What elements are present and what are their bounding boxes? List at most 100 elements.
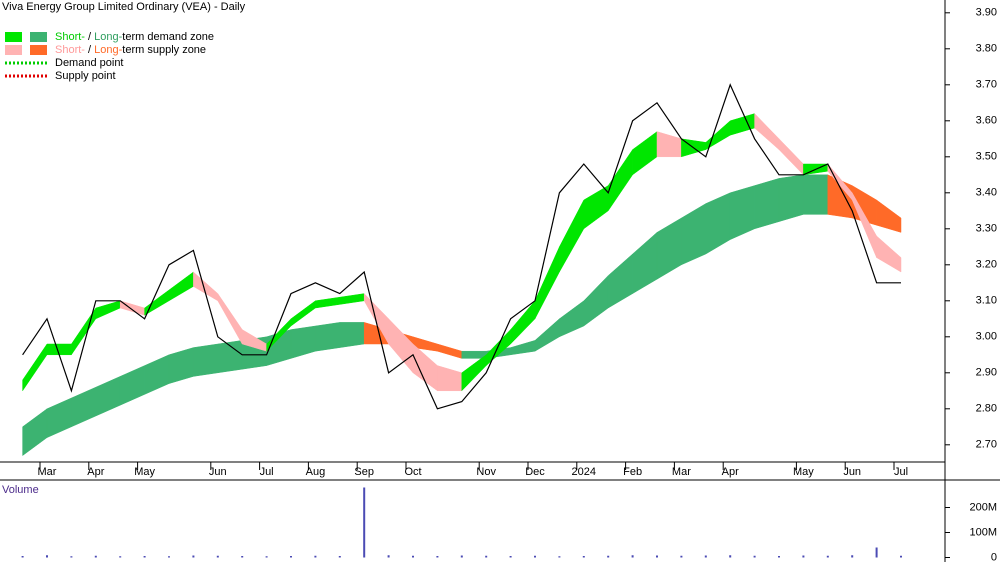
zone-band <box>193 343 219 377</box>
volume-bar <box>143 556 146 558</box>
zone-band <box>778 174 804 222</box>
y-tick-label: 3.60 <box>976 115 997 127</box>
volume-bar <box>558 556 561 558</box>
zone-band <box>315 322 341 352</box>
y-tick-label: 2.70 <box>976 439 997 451</box>
volume-bar <box>802 555 805 558</box>
y-tick-label: 2.80 <box>976 403 997 415</box>
x-tick-label: Jun <box>209 466 227 478</box>
volume-bar <box>729 555 732 558</box>
legend-text: Demand point <box>55 57 124 69</box>
volume-bar <box>119 556 122 558</box>
volume-bar <box>290 556 292 558</box>
x-tick-label: Apr <box>87 466 104 478</box>
legend-swatch <box>30 32 47 42</box>
volume-bar <box>412 555 414 558</box>
x-tick-label: Jul <box>260 466 274 478</box>
legend-text: term supply zone <box>122 44 206 56</box>
y-tick-label: 0 <box>991 551 997 562</box>
x-tick-label: 2024 <box>572 466 596 478</box>
volume-bar <box>21 556 24 558</box>
legend-text: / <box>85 31 94 43</box>
legend-entry: Short- / Long-term supply zone <box>55 44 206 56</box>
volume-bar <box>338 556 341 558</box>
volume-bar <box>851 555 854 558</box>
y-tick-label: 3.40 <box>976 187 997 199</box>
zone-band <box>803 174 829 215</box>
zone-band <box>876 235 902 273</box>
volume-bar <box>436 556 439 558</box>
volume-bar <box>70 556 73 558</box>
zone-band <box>754 178 780 230</box>
volume-bar <box>656 555 658 558</box>
volume-bar <box>680 555 683 558</box>
volume-bar <box>314 555 317 558</box>
volume-bar <box>509 556 512 558</box>
volume-bar <box>241 556 244 558</box>
legend-text: / <box>85 44 94 56</box>
legend-entry: Short- / Long-term demand zone <box>55 31 214 43</box>
volume-bar <box>582 556 585 558</box>
x-tick-label: Mar <box>672 466 691 478</box>
x-tick-label: Jul <box>894 466 908 478</box>
y-tick-label: 3.30 <box>976 223 997 235</box>
x-tick-label: Sep <box>354 466 374 478</box>
x-tick-label: Jun <box>843 466 861 478</box>
volume-bar <box>94 555 97 558</box>
legend-entry: Supply point <box>55 70 116 82</box>
y-tick-label: 200M <box>969 501 997 513</box>
volume-bar <box>192 555 195 558</box>
legend-swatch <box>5 45 22 55</box>
volume-bar <box>631 555 634 558</box>
x-tick-label: May <box>793 466 814 478</box>
volume-bar <box>875 547 878 558</box>
volume-bar <box>704 555 707 558</box>
x-tick-label: Nov <box>476 466 496 478</box>
y-tick-label: 3.20 <box>976 259 997 271</box>
volume-bar <box>265 556 268 558</box>
volume-bar <box>46 555 48 558</box>
legend-swatch <box>30 45 47 55</box>
volume-bar <box>216 555 219 558</box>
volume-bar <box>607 555 610 558</box>
zone-band <box>876 199 902 233</box>
volume-bar <box>753 555 756 558</box>
y-tick-label: 3.00 <box>976 331 997 343</box>
volume-bar <box>900 555 902 558</box>
y-tick-label: 3.90 <box>976 7 997 19</box>
zone-band <box>339 322 365 348</box>
volume-bar <box>387 555 390 558</box>
legend-text: Long- <box>94 31 122 43</box>
x-tick-label: May <box>134 466 155 478</box>
x-tick-label: Aug <box>306 466 326 478</box>
volume-bar <box>534 555 536 558</box>
y-tick-label: 100M <box>969 526 997 538</box>
legend-text: Short- <box>55 31 85 43</box>
volume-bar <box>826 555 829 558</box>
volume-title: Volume <box>2 484 39 496</box>
x-tick-label: Dec <box>525 466 545 478</box>
y-tick-label: 3.10 <box>976 295 997 307</box>
volume-bar <box>778 556 780 558</box>
legend-text: Long- <box>94 44 122 56</box>
x-tick-label: Apr <box>722 466 739 478</box>
legend-text: Short- <box>55 44 85 56</box>
volume-bar <box>168 556 170 558</box>
volume-bar <box>363 487 366 558</box>
legend-text: Supply point <box>55 70 116 82</box>
x-tick-label: Mar <box>38 466 57 478</box>
legend-text: term demand zone <box>122 31 214 43</box>
volume-bar <box>460 555 463 558</box>
chart-title: Viva Energy Group Limited Ordinary (VEA)… <box>2 1 246 13</box>
legend-entry: Demand point <box>55 57 124 69</box>
y-tick-label: 3.50 <box>976 151 997 163</box>
y-tick-label: 3.70 <box>976 79 997 91</box>
legend-swatch <box>5 32 22 42</box>
price-line <box>22 83 901 410</box>
y-tick-label: 2.90 <box>976 367 997 379</box>
y-tick-label: 3.80 <box>976 43 997 55</box>
x-tick-label: Feb <box>623 466 642 478</box>
volume-bar <box>485 555 488 558</box>
